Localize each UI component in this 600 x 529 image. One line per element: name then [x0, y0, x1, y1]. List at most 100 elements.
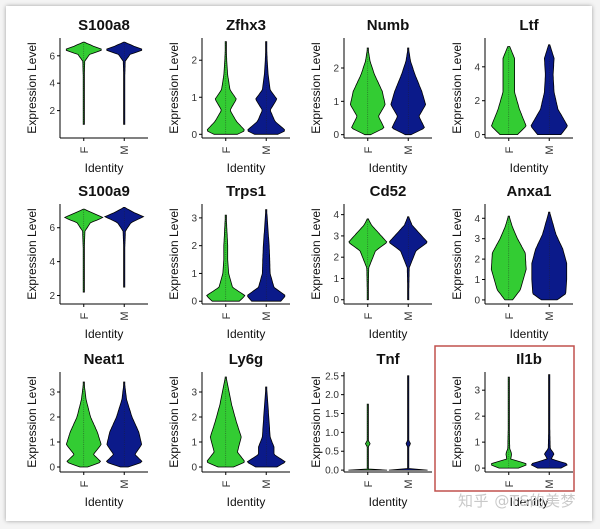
violin-panel-s100a8: S100a8 2 4 6 Expression Level F M Identity	[25, 17, 148, 175]
x-axis-label: Identity	[85, 495, 124, 509]
y-tick-label: 3	[333, 231, 339, 242]
y-tick-label: 6	[49, 223, 55, 234]
y-axis-label: Expression Level	[309, 376, 323, 467]
y-tick-label: 1	[333, 97, 339, 108]
x-axis-label: Identity	[227, 495, 266, 509]
x-tick-label-f: F	[504, 312, 516, 319]
panel-title: Tnf	[376, 351, 400, 368]
y-tick-label: 1	[474, 275, 480, 286]
y-axis-label: Expression Level	[25, 376, 39, 467]
violin-f	[349, 47, 386, 136]
y-tick-label: 2	[191, 56, 197, 67]
violin-panel-cd52: Cd52 0 1 2 3 4 Expression Level F M Identity	[309, 183, 432, 341]
y-tick-label: 2	[474, 255, 480, 266]
y-tick-label: 2	[191, 241, 197, 252]
y-tick-label: 4	[49, 79, 55, 90]
violin-m	[389, 216, 428, 301]
x-tick-label-m: M	[119, 145, 131, 154]
x-tick-label-m: M	[403, 311, 415, 320]
y-tick-label: 0	[49, 463, 55, 474]
x-tick-label-m: M	[119, 311, 131, 320]
x-axis-label: Identity	[85, 161, 124, 175]
x-axis-label: Identity	[369, 161, 408, 175]
violin-m	[531, 211, 568, 301]
x-tick-label-m: M	[261, 145, 273, 154]
x-tick-label-m: M	[544, 479, 556, 488]
violin-f	[491, 376, 527, 469]
violin-panel-il1b: Il1b 0 1 2 3 Expression Level F M Identity	[434, 345, 575, 509]
x-tick-label-f: F	[363, 146, 375, 153]
panel-title: S100a8	[78, 17, 130, 34]
x-tick-label-f: F	[504, 480, 516, 487]
y-tick-label: 0	[474, 130, 480, 141]
panel-title: Zfhx3	[226, 17, 266, 34]
x-tick-label-m: M	[261, 311, 273, 320]
violin-f	[63, 208, 104, 293]
x-tick-label-m: M	[119, 479, 131, 488]
x-tick-label-f: F	[221, 146, 233, 153]
watermark-text: 知乎 @TS的美梦	[458, 492, 576, 510]
y-axis-label: Expression Level	[167, 376, 181, 467]
violin-f	[206, 214, 246, 302]
x-tick-label-m: M	[403, 145, 415, 154]
violin-m	[390, 47, 427, 136]
x-tick-label-m: M	[403, 479, 415, 488]
violin-panel-ltf: Ltf 0 2 4 Expression Level F M Identity	[450, 17, 573, 175]
panel-title: Cd52	[370, 183, 407, 200]
violin-m	[247, 209, 286, 302]
figure-card: S100a8 2 4 6 Expression Level F M Identity Zfhx3…	[6, 6, 592, 521]
y-axis-label: Expression Level	[450, 376, 464, 467]
y-tick-label: 3	[474, 234, 480, 245]
y-tick-label: 2	[191, 413, 197, 424]
panel-title: Neat1	[84, 351, 125, 368]
y-tick-label: 2	[49, 413, 55, 424]
x-axis-label: Identity	[227, 161, 266, 175]
y-tick-label: 4	[333, 210, 339, 221]
y-tick-label: 1.0	[325, 428, 339, 439]
y-axis-label: Expression Level	[167, 208, 181, 299]
y-tick-label: 4	[474, 62, 480, 73]
y-tick-label: 0	[191, 130, 197, 141]
violin-plot-grid: S100a8 2 4 6 Expression Level F M Identity Zfhx3…	[25, 17, 575, 509]
y-tick-label: 3	[49, 388, 55, 399]
y-tick-label: 0	[474, 295, 480, 306]
y-tick-label: 6	[49, 51, 55, 62]
y-tick-label: 2	[49, 106, 55, 117]
y-tick-label: 3	[191, 388, 197, 399]
violin-panel-anxa1: Anxa1 0 1 2 3 4 Expression Level F M Identity	[450, 183, 573, 341]
violin-panel-numb: Numb 0 1 2 Expression Level F M Identity	[309, 17, 432, 175]
y-tick-label: 0.0	[325, 466, 339, 477]
y-tick-label: 0.5	[325, 447, 339, 458]
y-axis-label: Expression Level	[167, 42, 181, 133]
y-tick-label: 4	[474, 214, 480, 225]
panel-title: Trps1	[226, 183, 266, 200]
violin-panel-ly6g: Ly6g 0 1 2 3 Expression Level F M Identity	[167, 351, 290, 509]
violin-m	[106, 41, 143, 125]
y-tick-label: 3	[191, 213, 197, 224]
y-tick-label: 1	[474, 438, 480, 449]
y-axis-label: Expression Level	[450, 208, 464, 299]
y-tick-label: 2	[49, 291, 55, 302]
x-tick-label-f: F	[504, 146, 516, 153]
panel-title: Anxa1	[506, 183, 551, 200]
x-axis-label: Identity	[369, 495, 408, 509]
y-axis-label: Expression Level	[450, 42, 464, 133]
x-tick-label-f: F	[79, 146, 91, 153]
y-tick-label: 1	[191, 269, 197, 280]
violin-panel-trps1: Trps1 0 1 2 3 Expression Level F M Identity	[167, 183, 290, 341]
y-tick-label: 2.0	[325, 390, 339, 401]
y-tick-label: 2	[474, 412, 480, 423]
panel-title: S100a9	[78, 183, 130, 200]
y-tick-label: 1	[49, 438, 55, 449]
y-axis-label: Expression Level	[309, 208, 323, 299]
panel-title: Il1b	[516, 351, 542, 368]
x-axis-label: Identity	[85, 327, 124, 341]
highlight-box	[434, 345, 575, 492]
violin-f	[65, 41, 102, 125]
y-tick-label: 1.5	[325, 409, 339, 420]
y-tick-label: 2	[333, 253, 339, 264]
y-axis-label: Expression Level	[25, 42, 39, 133]
y-axis-label: Expression Level	[309, 42, 323, 133]
y-tick-label: 2	[474, 96, 480, 107]
